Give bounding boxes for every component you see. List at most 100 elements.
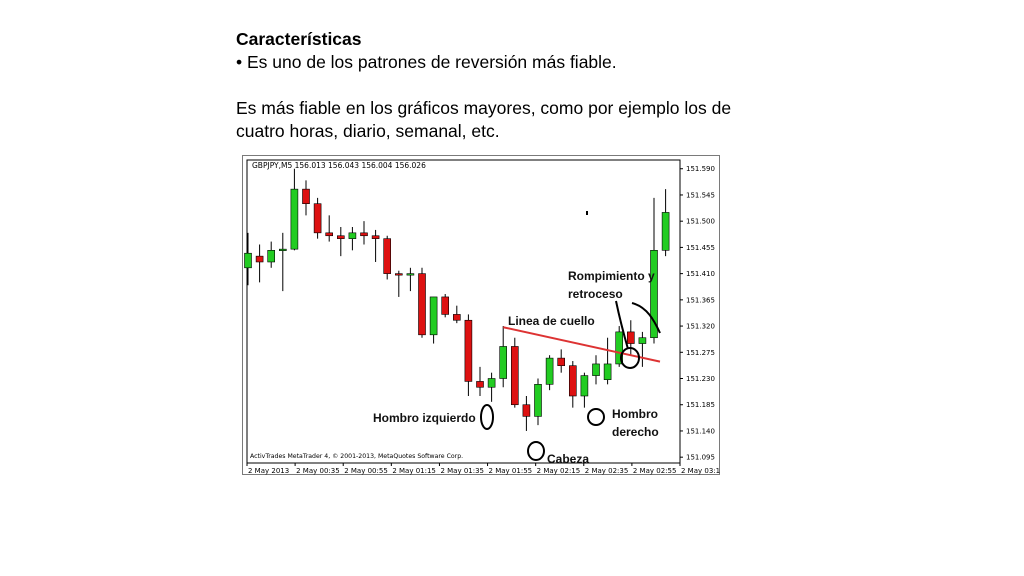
candle bbox=[325, 215, 333, 242]
candle bbox=[371, 229, 380, 262]
candle-body-bull bbox=[534, 384, 542, 417]
candle-body-bull bbox=[406, 273, 415, 276]
price-tick-label: 151.320 bbox=[686, 323, 715, 331]
label-left-shoulder: Hombro izquierdo bbox=[373, 411, 476, 425]
candle bbox=[267, 241, 276, 268]
candle-body-bull bbox=[545, 357, 554, 385]
label-neckline: Linea de cuello bbox=[508, 314, 595, 328]
label-right-shoulder-1: Hombro bbox=[612, 407, 658, 421]
price-tick-label: 151.545 bbox=[686, 191, 715, 199]
candle bbox=[348, 227, 357, 251]
candle-body-bull bbox=[650, 250, 658, 339]
candle bbox=[313, 197, 322, 239]
candle bbox=[638, 331, 647, 367]
candle-body-bull bbox=[638, 337, 647, 344]
candle-body-bear bbox=[383, 238, 391, 274]
price-tick-label: 151.455 bbox=[686, 244, 715, 252]
bullet-point: • Es uno de los patrones de reversión má… bbox=[236, 52, 617, 72]
paragraph-line-2: cuatro horas, diario, semanal, etc. bbox=[236, 121, 500, 141]
candle-body-bull bbox=[499, 346, 508, 379]
breakout-arrow-2 bbox=[631, 302, 661, 334]
price-tick-label: 151.590 bbox=[686, 165, 715, 173]
candle bbox=[290, 168, 299, 251]
time-tick-label: 2 May 01:55 bbox=[489, 467, 533, 475]
time-tick-label: 2 May 02:35 bbox=[585, 467, 629, 475]
candle bbox=[510, 337, 519, 408]
candle bbox=[337, 227, 345, 257]
candle bbox=[580, 372, 589, 408]
candle-body-bear bbox=[371, 235, 380, 239]
candle-body-bull bbox=[592, 363, 600, 376]
time-axis: 2 May 2013 2 May 00:35 2 May 00:55 2 May 01… bbox=[246, 463, 720, 475]
candle bbox=[383, 235, 391, 280]
time-tick-label: 2 May 02:55 bbox=[633, 467, 677, 475]
candle bbox=[302, 180, 310, 216]
candlestick-chart: 151.590 151.545 151.500 151.455 151.410 151.3… bbox=[242, 155, 720, 475]
candle bbox=[522, 395, 531, 431]
candle bbox=[476, 366, 484, 396]
neckline-line bbox=[502, 326, 661, 363]
candle bbox=[360, 221, 368, 245]
candle-body-bear bbox=[418, 273, 426, 336]
price-tick-label: 151.410 bbox=[686, 270, 715, 278]
candle bbox=[487, 372, 496, 402]
candle bbox=[545, 355, 554, 391]
candle bbox=[615, 326, 624, 367]
candle bbox=[592, 355, 600, 385]
label-head: Cabeza bbox=[547, 452, 589, 466]
candle-body-bear bbox=[395, 273, 403, 276]
breakout-circle bbox=[620, 347, 640, 369]
candle bbox=[244, 232, 252, 286]
candle bbox=[650, 197, 658, 344]
time-tick-label: 2 May 00:35 bbox=[296, 467, 340, 475]
time-tick-label: 2 May 01:15 bbox=[392, 467, 436, 475]
price-tick-label: 151.500 bbox=[686, 218, 715, 226]
label-right-shoulder-2: derecho bbox=[612, 425, 659, 439]
candle-body-bull bbox=[267, 250, 276, 263]
candle-body-bull bbox=[603, 363, 612, 380]
candle bbox=[557, 349, 566, 373]
candle-body-bull bbox=[290, 188, 299, 250]
time-tick-label: 2 May 01:35 bbox=[440, 467, 484, 475]
candle-body-bear bbox=[325, 232, 333, 237]
time-tick-label: 2 May 00:55 bbox=[344, 467, 388, 475]
candle-body-bear bbox=[313, 203, 322, 234]
candle-body-bull bbox=[487, 378, 496, 388]
candle-body-bear bbox=[453, 314, 461, 321]
candle-body-bear bbox=[441, 296, 449, 315]
paragraph-line-1: Es más fiable en los gráficos mayores, c… bbox=[236, 98, 732, 118]
candle bbox=[626, 320, 635, 356]
candle bbox=[499, 326, 508, 388]
slide-text: Características • Es uno de los patrones… bbox=[236, 28, 756, 143]
right-shoulder-circle bbox=[587, 408, 605, 426]
head-circle bbox=[527, 441, 545, 461]
candle bbox=[255, 244, 264, 283]
candle bbox=[534, 378, 542, 426]
slide-heading: Características bbox=[236, 29, 362, 49]
breakout-arrow-1 bbox=[615, 300, 629, 350]
candle-body-bull bbox=[348, 232, 357, 239]
price-tick-label: 151.365 bbox=[686, 296, 715, 304]
candle-body-bull bbox=[615, 331, 624, 365]
time-tick-label: 2 May 03:1 bbox=[681, 467, 720, 475]
price-tick-label: 151.275 bbox=[686, 349, 715, 357]
candle-body-bear bbox=[255, 255, 264, 263]
candle-body-bull bbox=[244, 252, 252, 269]
price-axis: 151.590 151.545 151.500 151.455 151.410 151.3… bbox=[680, 165, 715, 462]
label-breakout-1: Rompimiento y bbox=[568, 269, 655, 283]
price-tick-label: 151.230 bbox=[686, 375, 715, 383]
candles-layer bbox=[244, 168, 670, 431]
copyright-text: ActivTrades MetaTrader 4, © 2001-2013, M… bbox=[250, 452, 463, 460]
symbol-header: GBPJPY,M5 156.013 156.043 156.004 156.02… bbox=[252, 161, 426, 170]
candle bbox=[395, 270, 403, 297]
candle bbox=[568, 361, 577, 408]
candle-body-bull bbox=[278, 248, 287, 251]
time-tick-label: 2 May 02:15 bbox=[537, 467, 581, 475]
candle-body-bull bbox=[429, 296, 438, 336]
candle bbox=[406, 267, 415, 292]
candle-body-bear bbox=[302, 188, 310, 205]
candle-body-bull bbox=[661, 212, 670, 251]
chart-marker-dot bbox=[586, 211, 588, 215]
candle-body-bear bbox=[626, 331, 635, 344]
candle bbox=[278, 232, 287, 292]
